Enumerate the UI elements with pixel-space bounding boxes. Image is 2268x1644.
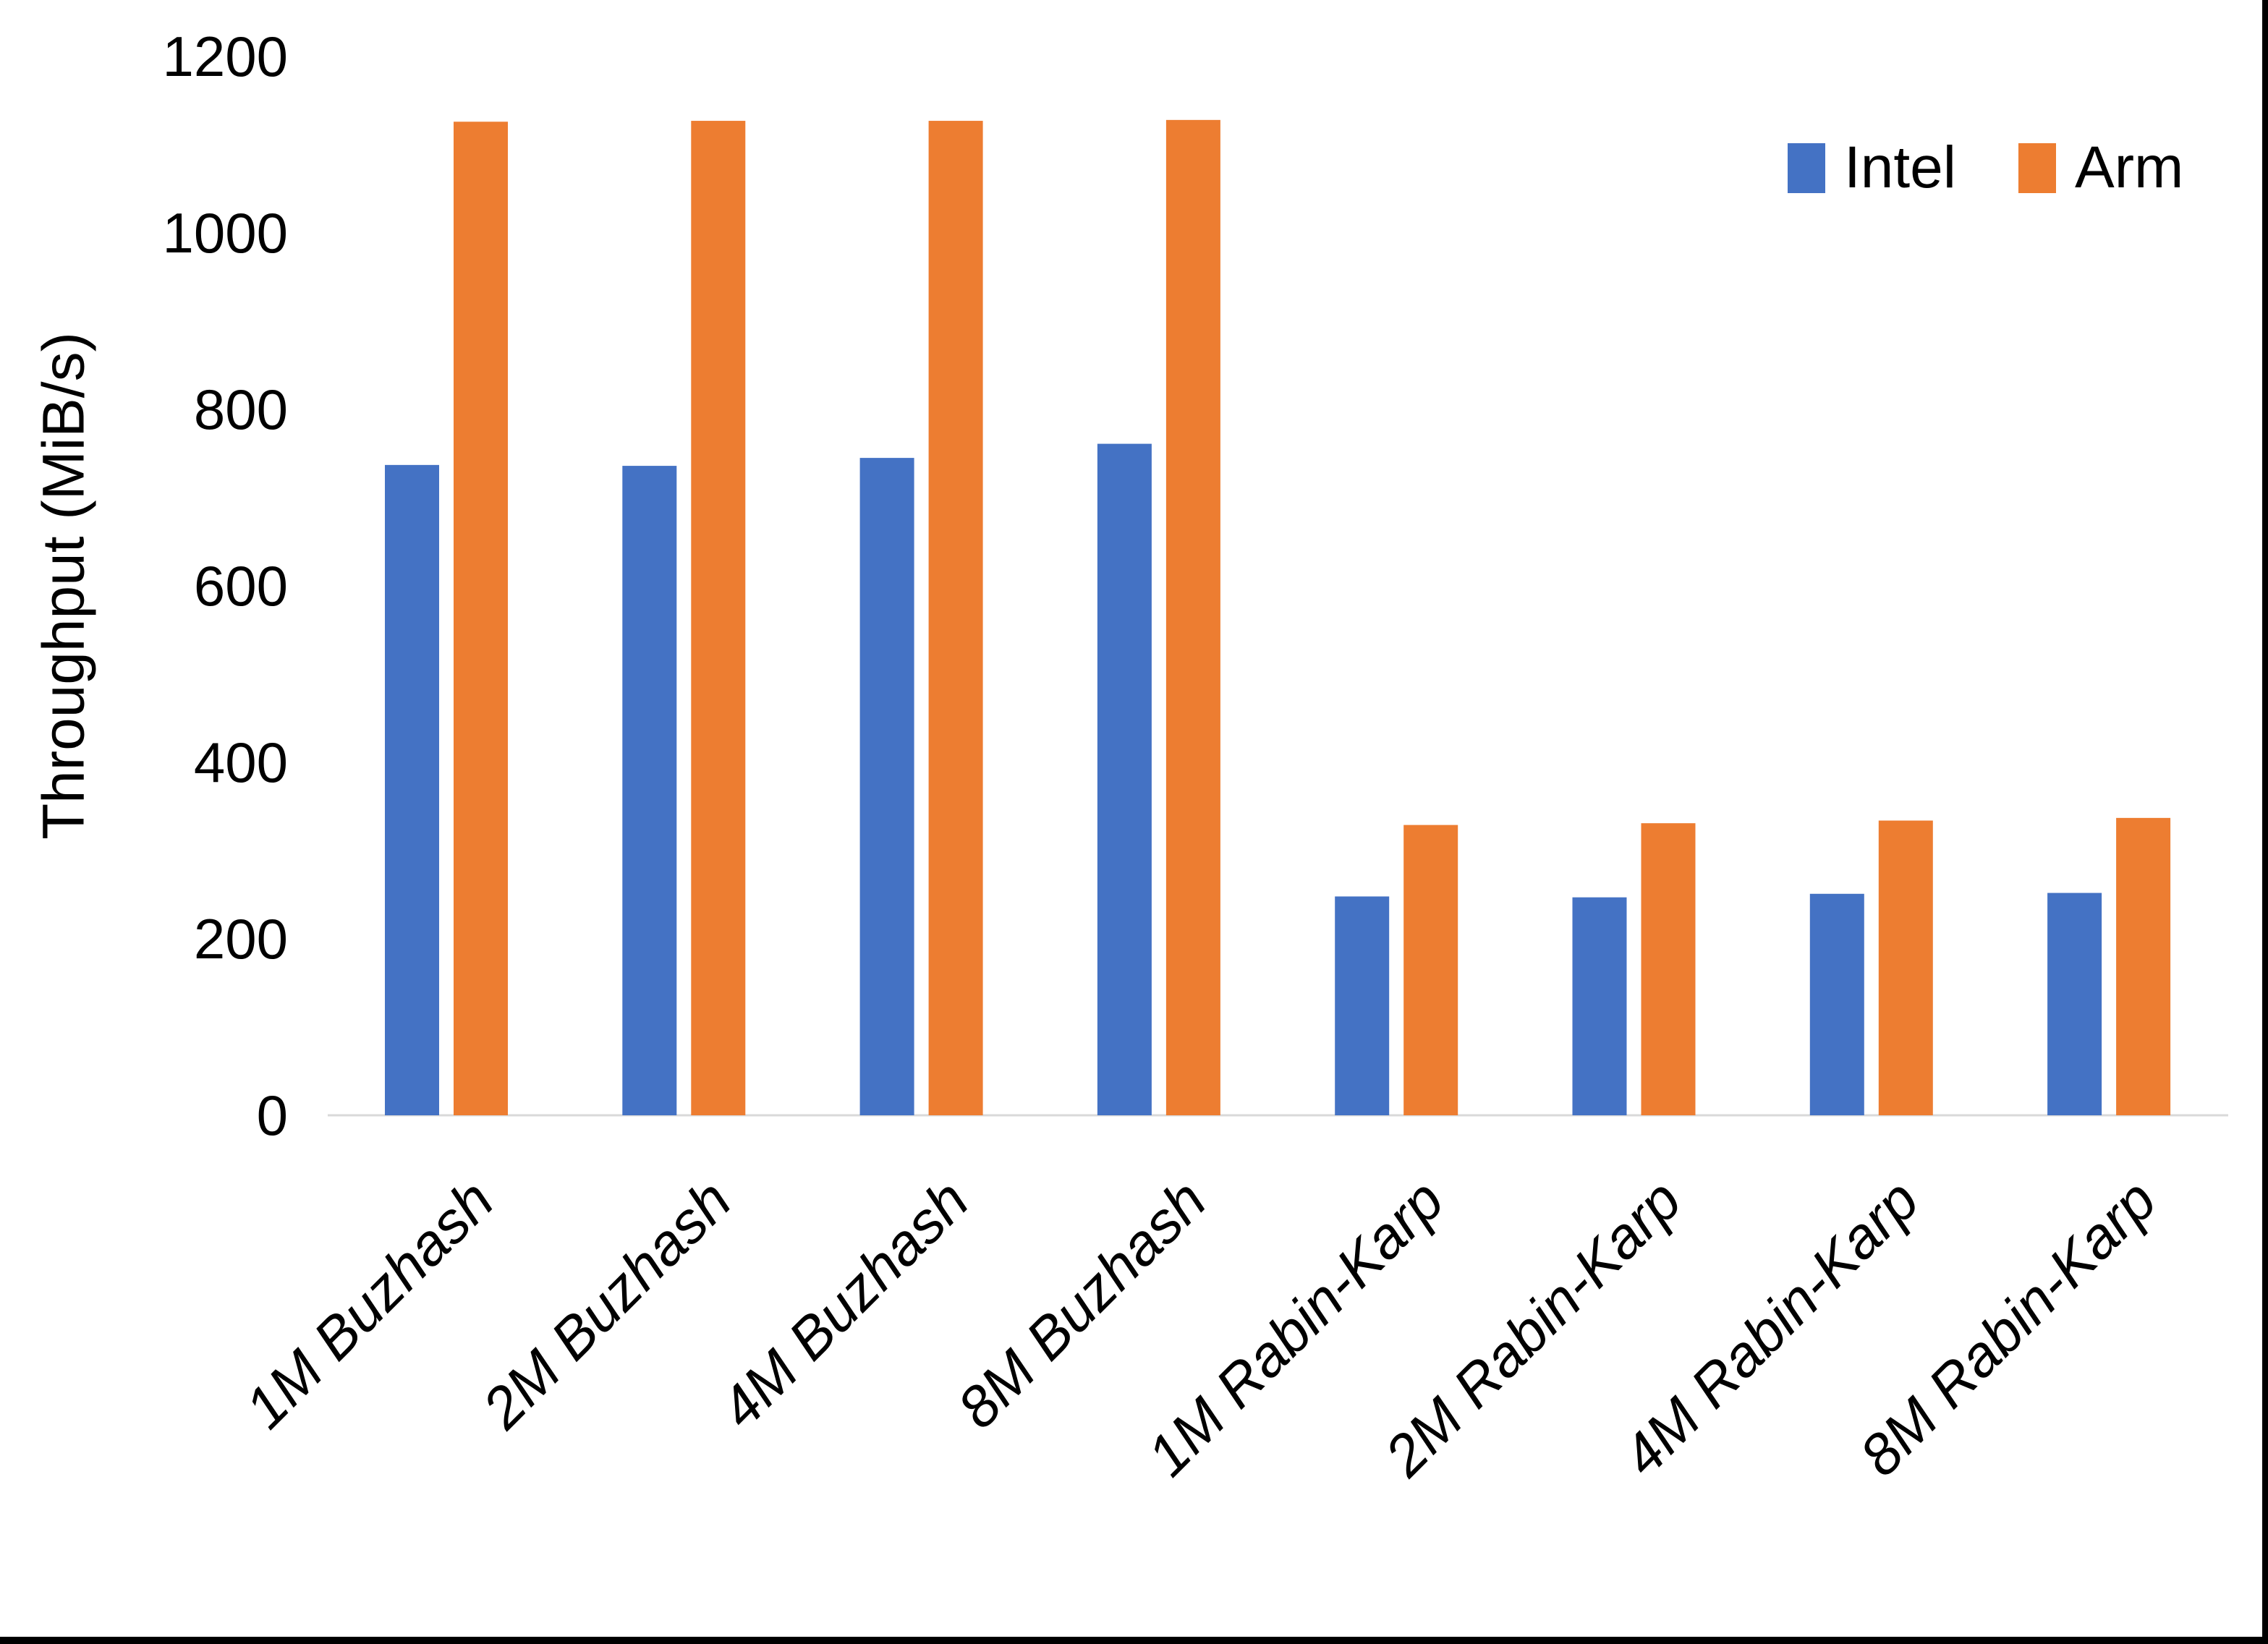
bar-intel-1m-rabin-karp [1335,896,1390,1115]
legend-item-arm: Arm [2018,138,2183,197]
legend-swatch-arm [2018,142,2056,193]
bar-arm-8m-buzhash [1165,119,1220,1116]
bar-arm-2m-buzhash [691,121,746,1115]
bar-arm-2m-rabin-karp [1641,823,1696,1115]
y-tick-label-800: 800 [194,378,288,441]
y-tick-label-200: 200 [194,907,288,971]
y-tick-label-1200: 1200 [162,25,288,88]
bar-intel-8m-buzhash [1097,443,1152,1115]
bar-arm-8m-rabin-karp [2116,817,2171,1115]
legend-swatch-intel [1788,142,1825,193]
legend-label-arm: Arm [2075,135,2184,200]
bar-arm-4m-buzhash [928,121,983,1115]
x-category-label-1m-buzhash: 1M Buzhash [233,1167,506,1440]
page-edge-right [2262,0,2268,1644]
bar-intel-1m-buzhash [385,464,439,1115]
y-tick-label-1000: 1000 [162,201,288,265]
bar-intel-2m-rabin-karp [1572,897,1627,1115]
y-axis-title: Throughput (MiB/s) [31,332,97,840]
y-tick-label-400: 400 [194,731,288,794]
bar-intel-2m-buzhash [622,466,677,1115]
legend-item-intel: Intel [1788,138,1956,197]
bar-intel-8m-rabin-karp [2047,893,2102,1115]
y-tick-label-600: 600 [194,554,288,618]
bar-arm-4m-rabin-karp [1878,820,1933,1115]
x-category-label-2m-buzhash: 2M Buzhash [470,1167,743,1441]
x-category-label-4m-buzhash: 4M Buzhash [708,1167,980,1440]
bar-intel-4m-rabin-karp [1809,893,1864,1115]
bar-arm-1m-buzhash [454,122,508,1115]
legend-label-intel: Intel [1844,135,1956,200]
bar-intel-4m-buzhash [859,458,914,1115]
y-tick-label-0: 0 [257,1083,288,1147]
page-edge-bottom [0,1637,2268,1644]
bar-arm-1m-rabin-karp [1403,825,1458,1115]
chart-legend: Intel Arm [1788,138,2183,197]
